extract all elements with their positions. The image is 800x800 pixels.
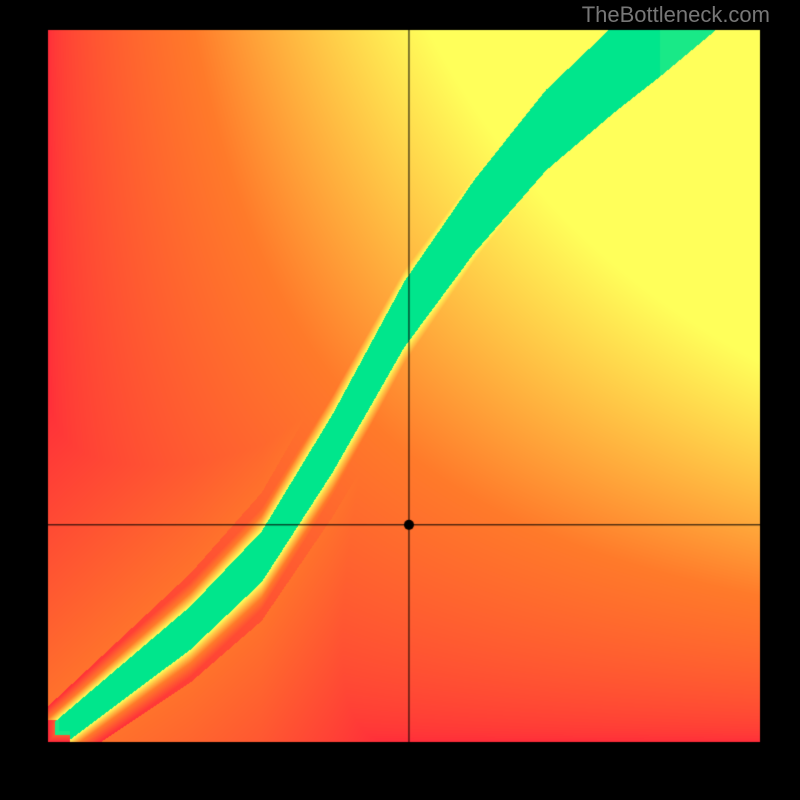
chart-container: TheBottleneck.com <box>0 0 800 800</box>
watermark-text: TheBottleneck.com <box>582 2 770 28</box>
heatmap-canvas <box>0 0 800 800</box>
